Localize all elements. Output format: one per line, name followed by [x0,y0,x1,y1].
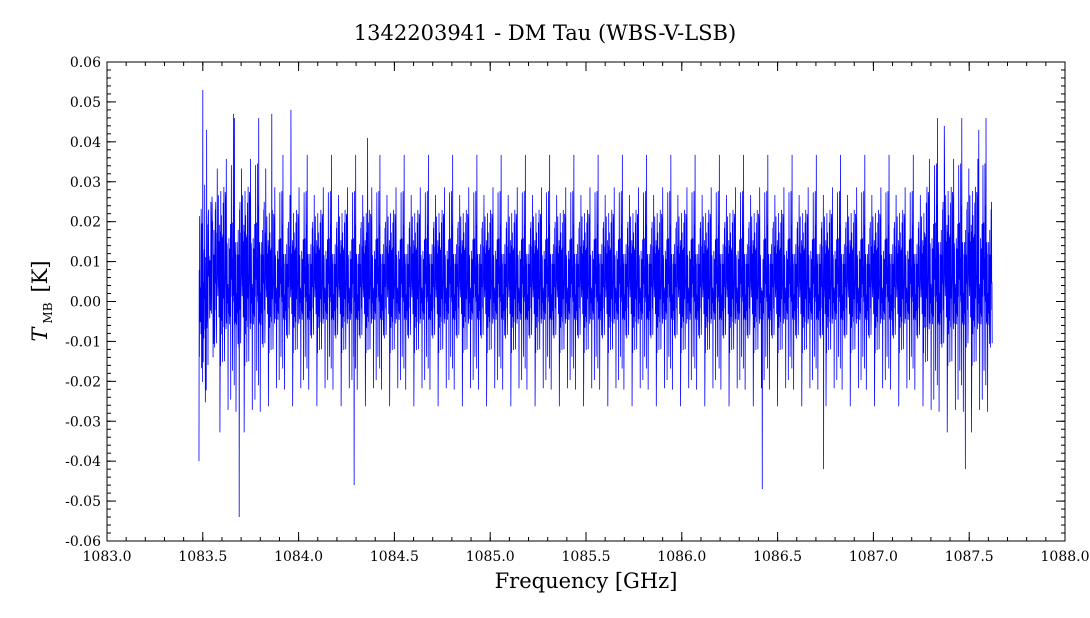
y-tick-label: -0.01 [65,334,101,350]
y-axis-unit: [K] [28,260,52,292]
x-axis: 1083.0 1083.5 1084.0 1084.5 1085.0 1085.5 1086… [83,62,1090,565]
y-tick-label: -0.05 [65,494,101,510]
x-tick-label: 1086.5 [753,549,802,565]
x-tick-label: 1083.5 [178,549,227,565]
y-tick-label: -0.06 [65,534,101,550]
x-tick-label: 1087.5 [945,549,994,565]
x-tick-label: 1085.0 [466,549,515,565]
x-tick-label: 1085.5 [562,549,611,565]
y-tick-label: 0.00 [70,295,101,311]
y-axis: 0.06 0.05 0.04 0.03 0.02 0.01 0.00 -0.01 -0.02 -0… [65,55,1065,550]
y-axis-subscript: MB [41,302,55,323]
y-tick-label: 0.04 [70,135,101,151]
y-tick-label: 0.05 [70,95,101,111]
plot-series-area [198,89,993,518]
chart-title: 1342203941 - DM Tau (WBS-V-LSB) [354,21,736,45]
x-tick-label: 1083.0 [83,549,132,565]
x-tick-label: 1084.0 [274,549,323,565]
y-tick-label: 0.01 [70,255,101,271]
x-tick-label: 1087.0 [849,549,898,565]
x-axis-label: Frequency [GHz] [495,569,678,593]
y-tick-label: 0.06 [70,55,101,71]
svg-text:T MB [K]: T MB [K] [28,260,56,341]
y-tick-label: -0.03 [65,414,101,430]
x-tick-label: 1088.0 [1041,549,1090,565]
y-tick-label: -0.02 [65,374,101,390]
y-tick-label: -0.04 [65,454,101,470]
y-axis-label: T MB [K] [28,260,56,341]
x-tick-label: 1084.5 [370,549,419,565]
y-tick-label: 0.02 [70,215,101,231]
spectrum-line [198,89,993,518]
y-tick-label: 0.03 [70,175,101,191]
y-axis-symbol: T [28,326,52,342]
x-tick-label: 1086.0 [657,549,706,565]
